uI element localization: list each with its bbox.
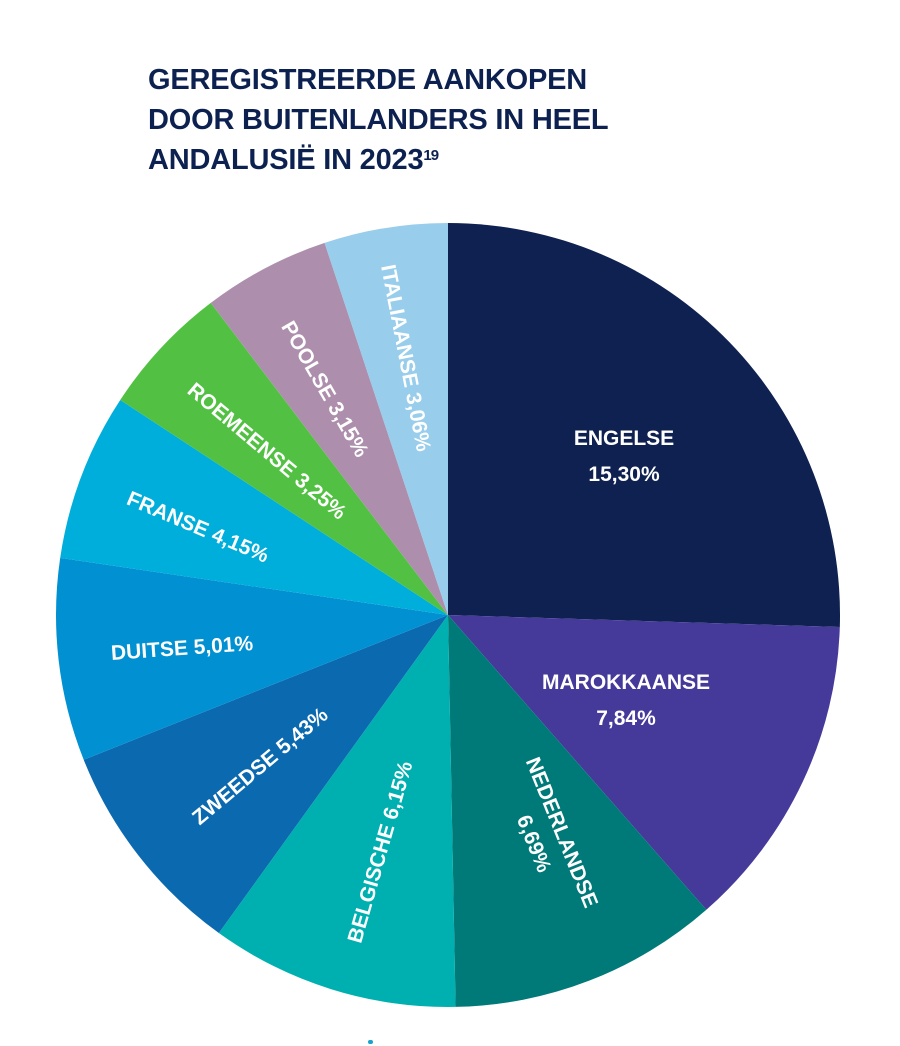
pie-slice-engelse bbox=[448, 223, 841, 627]
chart-title: GEREGISTREERDE AANKOPEN DOOR BUITENLANDE… bbox=[148, 60, 609, 180]
pie-slice-poolse bbox=[210, 242, 448, 615]
pie-slices bbox=[56, 223, 841, 1008]
pie-slice-duitse bbox=[56, 557, 448, 760]
slice-label-engelse: ENGELSE 15,30% bbox=[574, 427, 674, 486]
pie-slice-nederlandse bbox=[448, 615, 707, 1007]
chart-title-line-3: ANDALUSIË IN 2023 bbox=[148, 144, 424, 176]
chart-title-line-1: GEREGISTREERDE AANKOPEN bbox=[148, 64, 588, 96]
pie-slice-franse bbox=[60, 399, 448, 615]
chart-title-line-2: DOOR BUITENLANDERS IN HEEL bbox=[148, 104, 609, 136]
pie-slice-belgische bbox=[218, 615, 456, 1008]
pie-slice-zweedse bbox=[83, 615, 448, 934]
pie-slice-italiaanse bbox=[324, 223, 448, 615]
pie-slice-roemeense bbox=[120, 302, 449, 615]
page-mark bbox=[368, 1040, 373, 1044]
footnote-reference: 19 bbox=[423, 147, 439, 164]
slice-label-marokkaanse: MAROKKAANSE 7,84% bbox=[542, 671, 710, 730]
chart-title-line-3-wrap: ANDALUSIË IN 202319 bbox=[148, 140, 608, 180]
pie-slice-marokkaanse bbox=[448, 615, 840, 910]
